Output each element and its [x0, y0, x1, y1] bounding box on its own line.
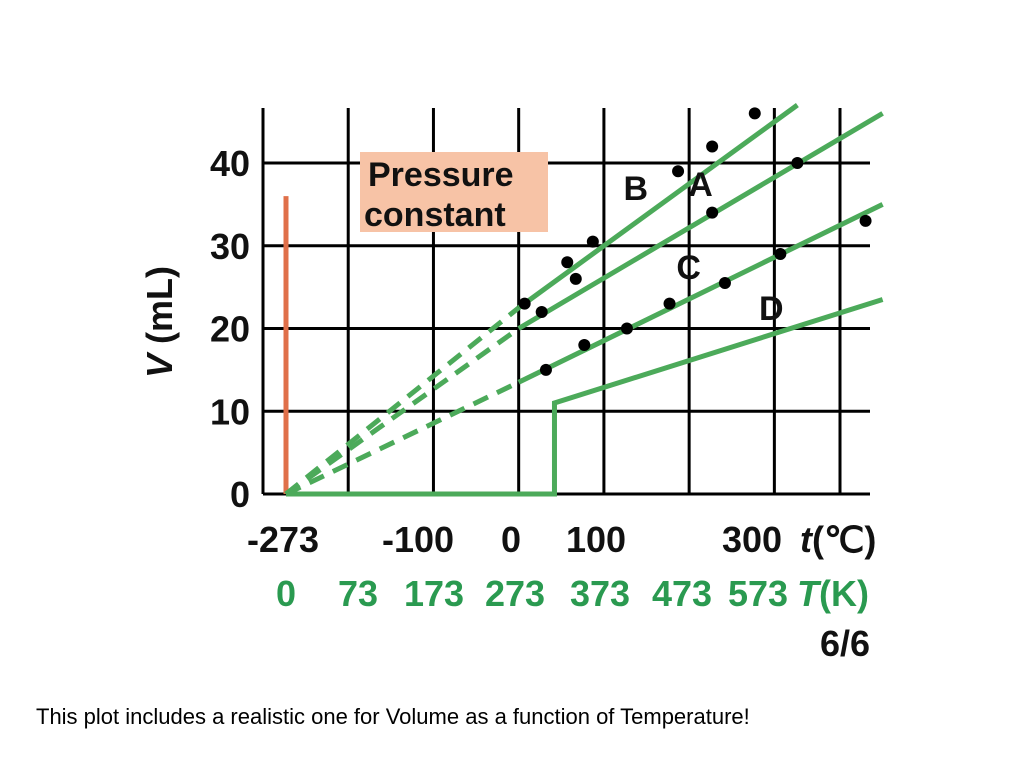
- series-B-point: [748, 107, 761, 120]
- series-C-point: [578, 339, 591, 352]
- x-celsius-axis-label: t(℃): [800, 519, 876, 560]
- y-tick-label: 40: [210, 143, 250, 184]
- x-kelvin-tick-label: 373: [570, 573, 630, 614]
- series-C-point: [663, 297, 676, 310]
- series-label-A: A: [688, 166, 713, 204]
- annotation-line-2: constant: [364, 196, 506, 234]
- series-B-point: [672, 165, 685, 178]
- y-tick-label: 20: [210, 309, 250, 350]
- x-kelvin-tick-label: 273: [485, 573, 545, 614]
- series-A-extrapolated-line: [284, 326, 521, 497]
- series-label-D: D: [759, 290, 784, 328]
- series-C-point: [859, 214, 872, 227]
- x-kelvin-tick-label: 573: [728, 573, 788, 614]
- series-B-point: [586, 235, 599, 248]
- y-tick-label: 10: [210, 391, 250, 432]
- series-A-point: [569, 272, 582, 285]
- y-tick-label: 30: [210, 226, 250, 267]
- x-celsius-tick-label: 300: [722, 519, 782, 560]
- series-D-line: [286, 297, 884, 497]
- x-celsius-tick-label: -273: [247, 519, 319, 560]
- x-kelvin-axis-label: T(K): [797, 573, 869, 614]
- series-A-point: [706, 206, 719, 219]
- annotation-box: [360, 152, 548, 232]
- series-label-B: B: [624, 170, 649, 208]
- series-A-line: [517, 111, 884, 331]
- series-C-point: [718, 276, 731, 289]
- series-B-line: [517, 103, 799, 310]
- series-B-point: [706, 140, 719, 153]
- x-kelvin-tick-label: 73: [338, 573, 378, 614]
- series-A-point: [791, 157, 804, 169]
- x-celsius-tick-label: 100: [566, 519, 626, 560]
- series-B-point: [518, 297, 531, 310]
- series-C-extrapolated-line: [284, 380, 520, 497]
- series-B-point: [561, 256, 574, 269]
- x-celsius-tick-label: 0: [501, 519, 521, 560]
- x-celsius-tick-label: -100: [382, 519, 454, 560]
- x-kelvin-tick-label: 473: [652, 573, 712, 614]
- y-tick-label: 0: [230, 474, 250, 515]
- annotation-line-1: Pressure: [368, 156, 514, 194]
- page-number: 6/6: [820, 623, 870, 664]
- series-B-extrapolated-line: [284, 305, 521, 496]
- x-kelvin-tick-label: 0: [276, 573, 296, 614]
- series-C-point: [774, 248, 787, 261]
- y-axis-label: V (mL): [139, 266, 180, 378]
- series-label-C: C: [676, 249, 701, 287]
- series-C-line: [517, 202, 884, 385]
- series-C-point: [539, 363, 552, 376]
- caption: This plot includes a realistic one for V…: [36, 704, 750, 729]
- series-C-point: [620, 322, 633, 335]
- series-A-point: [535, 305, 548, 318]
- x-kelvin-tick-label: 173: [404, 573, 464, 614]
